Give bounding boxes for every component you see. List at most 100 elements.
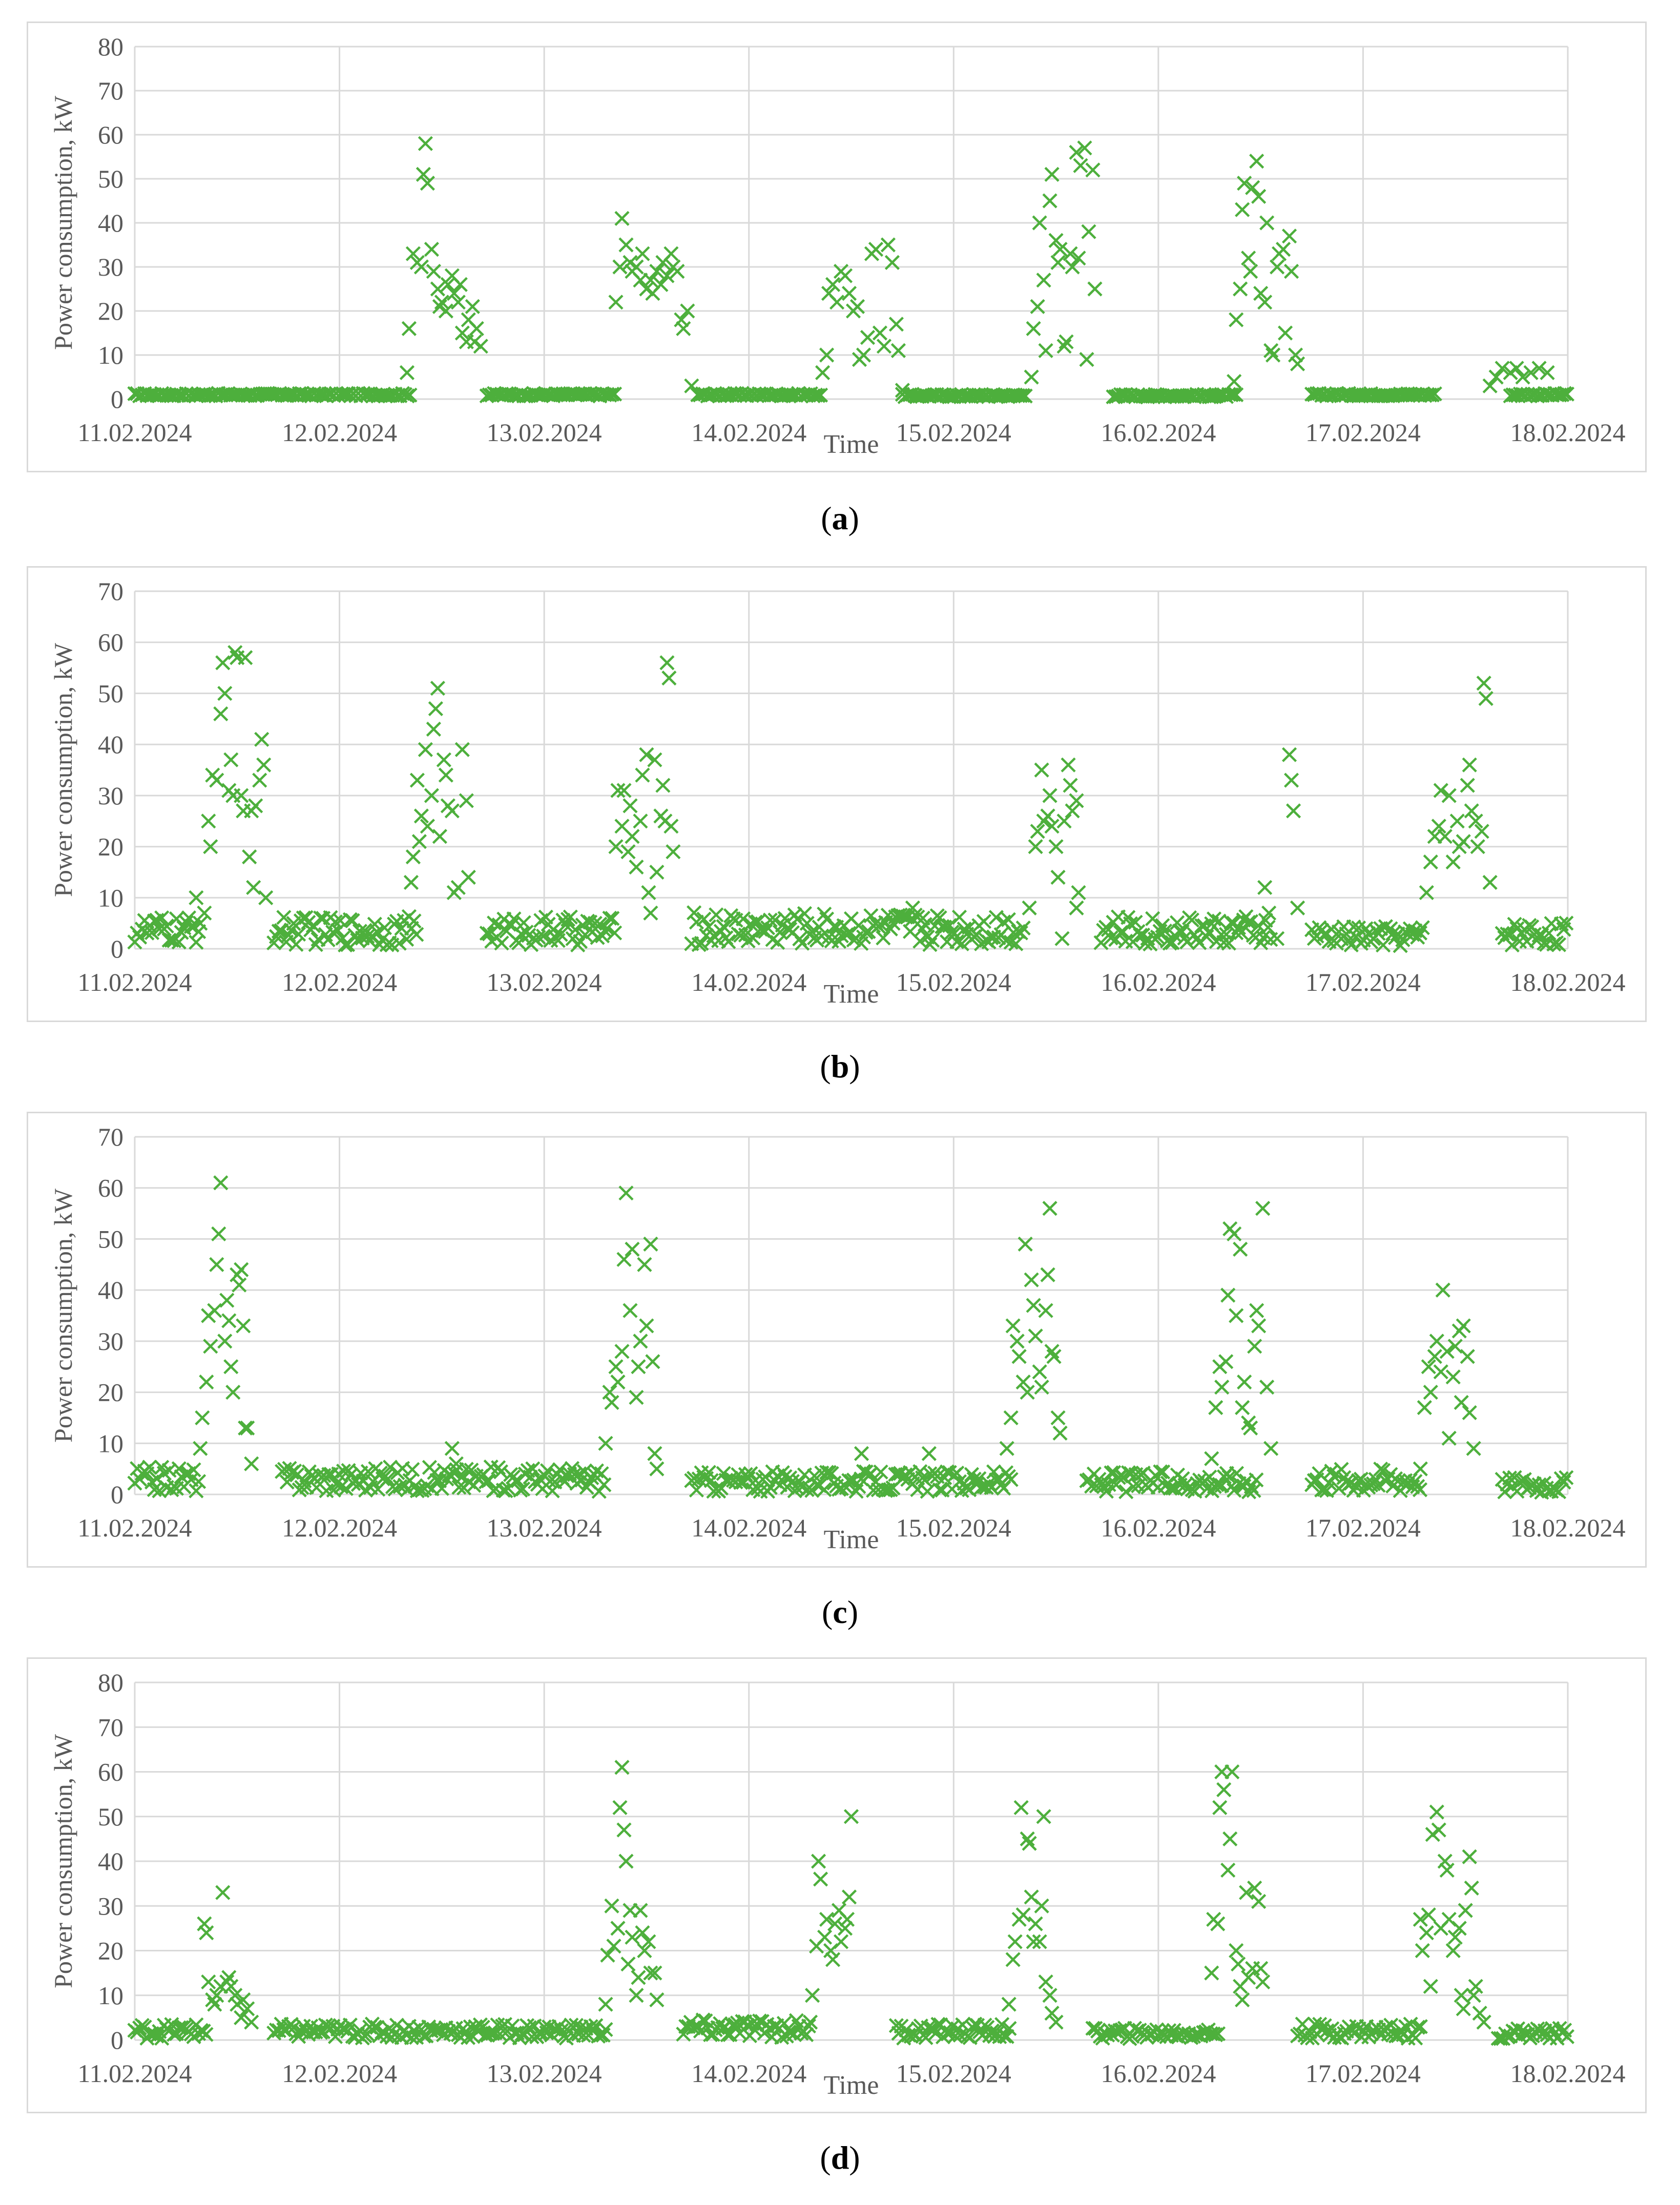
data-point bbox=[1417, 1400, 1432, 1416]
data-point bbox=[230, 1996, 245, 2012]
data-point bbox=[1259, 215, 1275, 231]
data-point bbox=[1226, 387, 1241, 402]
data-point bbox=[1015, 920, 1031, 935]
y-tick-label: 10 bbox=[98, 1429, 123, 1458]
data-point bbox=[635, 246, 650, 261]
x-axis-label: Time bbox=[824, 980, 879, 1009]
data-point bbox=[641, 1934, 656, 1949]
data-point bbox=[954, 936, 969, 951]
data-point bbox=[604, 1898, 619, 1913]
data-point bbox=[553, 927, 568, 942]
data-point bbox=[515, 1481, 531, 1496]
data-point bbox=[1081, 224, 1096, 239]
data-point bbox=[152, 1483, 167, 1499]
data-point bbox=[884, 255, 900, 270]
data-point bbox=[238, 1420, 253, 1436]
data-point bbox=[1009, 1334, 1025, 1349]
data-point bbox=[197, 1916, 212, 1931]
data-point bbox=[535, 928, 551, 944]
data-point bbox=[618, 1185, 634, 1201]
data-point bbox=[1015, 1907, 1031, 1923]
data-point bbox=[197, 905, 212, 921]
y-tick-label: 0 bbox=[111, 1480, 123, 1509]
data-point bbox=[629, 859, 644, 875]
data-point bbox=[610, 783, 626, 798]
data-point bbox=[171, 934, 186, 950]
data-point bbox=[647, 1446, 662, 1461]
data-point bbox=[680, 303, 695, 319]
y-tick-label: 60 bbox=[98, 628, 123, 657]
data-point bbox=[833, 1934, 849, 1949]
data-point bbox=[1241, 251, 1256, 266]
data-point bbox=[1222, 1831, 1238, 1846]
data-point bbox=[525, 1461, 541, 1476]
data-point bbox=[1001, 912, 1016, 927]
data-point bbox=[837, 268, 853, 283]
data-point bbox=[1468, 1979, 1483, 1994]
data-point bbox=[1385, 926, 1401, 941]
data-point bbox=[813, 387, 828, 403]
x-tick-label: 17.02.2024 bbox=[1305, 968, 1421, 996]
data-point bbox=[802, 2014, 818, 2030]
data-point bbox=[1500, 926, 1515, 942]
data-point bbox=[1225, 1764, 1240, 1780]
data-point bbox=[1449, 814, 1465, 829]
data-point bbox=[825, 1952, 841, 1967]
y-tick-label: 80 bbox=[98, 1668, 123, 1697]
chart-panel-c: 0 10 20 30 40 50 60 70 11.02.2024 12.02.2024 13.02… bbox=[27, 1112, 1647, 1568]
data-point bbox=[1235, 1400, 1250, 1416]
data-point bbox=[647, 752, 662, 767]
data-point bbox=[888, 317, 904, 332]
data-point bbox=[876, 339, 892, 354]
data-point bbox=[663, 246, 679, 261]
data-point bbox=[1046, 1349, 1062, 1364]
y-tick-label: 50 bbox=[98, 679, 123, 708]
y-tick-label: 60 bbox=[98, 1174, 123, 1202]
data-point bbox=[1237, 176, 1252, 191]
x-tick-label: 16.02.2024 bbox=[1101, 2059, 1216, 2088]
data-point bbox=[1212, 1800, 1228, 1815]
data-point bbox=[454, 742, 470, 757]
data-point bbox=[1251, 1894, 1267, 1909]
y-tick-label: 30 bbox=[98, 1891, 123, 1920]
data-point bbox=[1227, 374, 1242, 389]
data-point bbox=[1071, 885, 1086, 900]
data-point bbox=[687, 905, 702, 921]
data-point bbox=[774, 2030, 790, 2045]
data-point bbox=[947, 926, 962, 941]
data-point bbox=[1163, 1481, 1178, 1496]
data-point bbox=[1281, 747, 1297, 762]
data-point bbox=[1184, 912, 1199, 928]
data-point bbox=[473, 339, 488, 354]
data-point bbox=[215, 1885, 231, 1900]
data-point bbox=[1216, 1782, 1232, 1797]
data-point bbox=[1005, 1318, 1021, 1334]
data-point bbox=[1204, 1451, 1219, 1466]
data-point bbox=[1042, 193, 1057, 209]
data-point bbox=[209, 773, 224, 788]
data-point bbox=[1413, 1461, 1428, 1476]
data-point bbox=[1077, 140, 1092, 156]
data-point bbox=[1063, 246, 1078, 261]
data-point bbox=[1276, 242, 1291, 257]
data-point bbox=[309, 1480, 324, 1495]
data-point bbox=[1421, 1907, 1436, 1923]
x-tick-label: 14.02.2024 bbox=[691, 2059, 806, 2088]
data-point bbox=[459, 793, 474, 808]
data-point bbox=[841, 286, 857, 301]
data-point bbox=[1247, 1880, 1262, 1896]
data-point bbox=[568, 922, 583, 938]
data-point bbox=[1052, 1425, 1068, 1441]
data-point bbox=[623, 798, 638, 814]
data-point bbox=[600, 1947, 615, 1963]
data-point bbox=[1277, 325, 1293, 341]
y-tick-label: 80 bbox=[98, 32, 123, 61]
data-point bbox=[1026, 321, 1041, 336]
data-point bbox=[880, 237, 896, 253]
data-point bbox=[340, 937, 356, 952]
data-point bbox=[342, 2017, 358, 2033]
data-point bbox=[1460, 1349, 1475, 1364]
data-point bbox=[1441, 788, 1457, 803]
data-point bbox=[587, 916, 603, 931]
y-tick-label: 20 bbox=[98, 833, 123, 861]
